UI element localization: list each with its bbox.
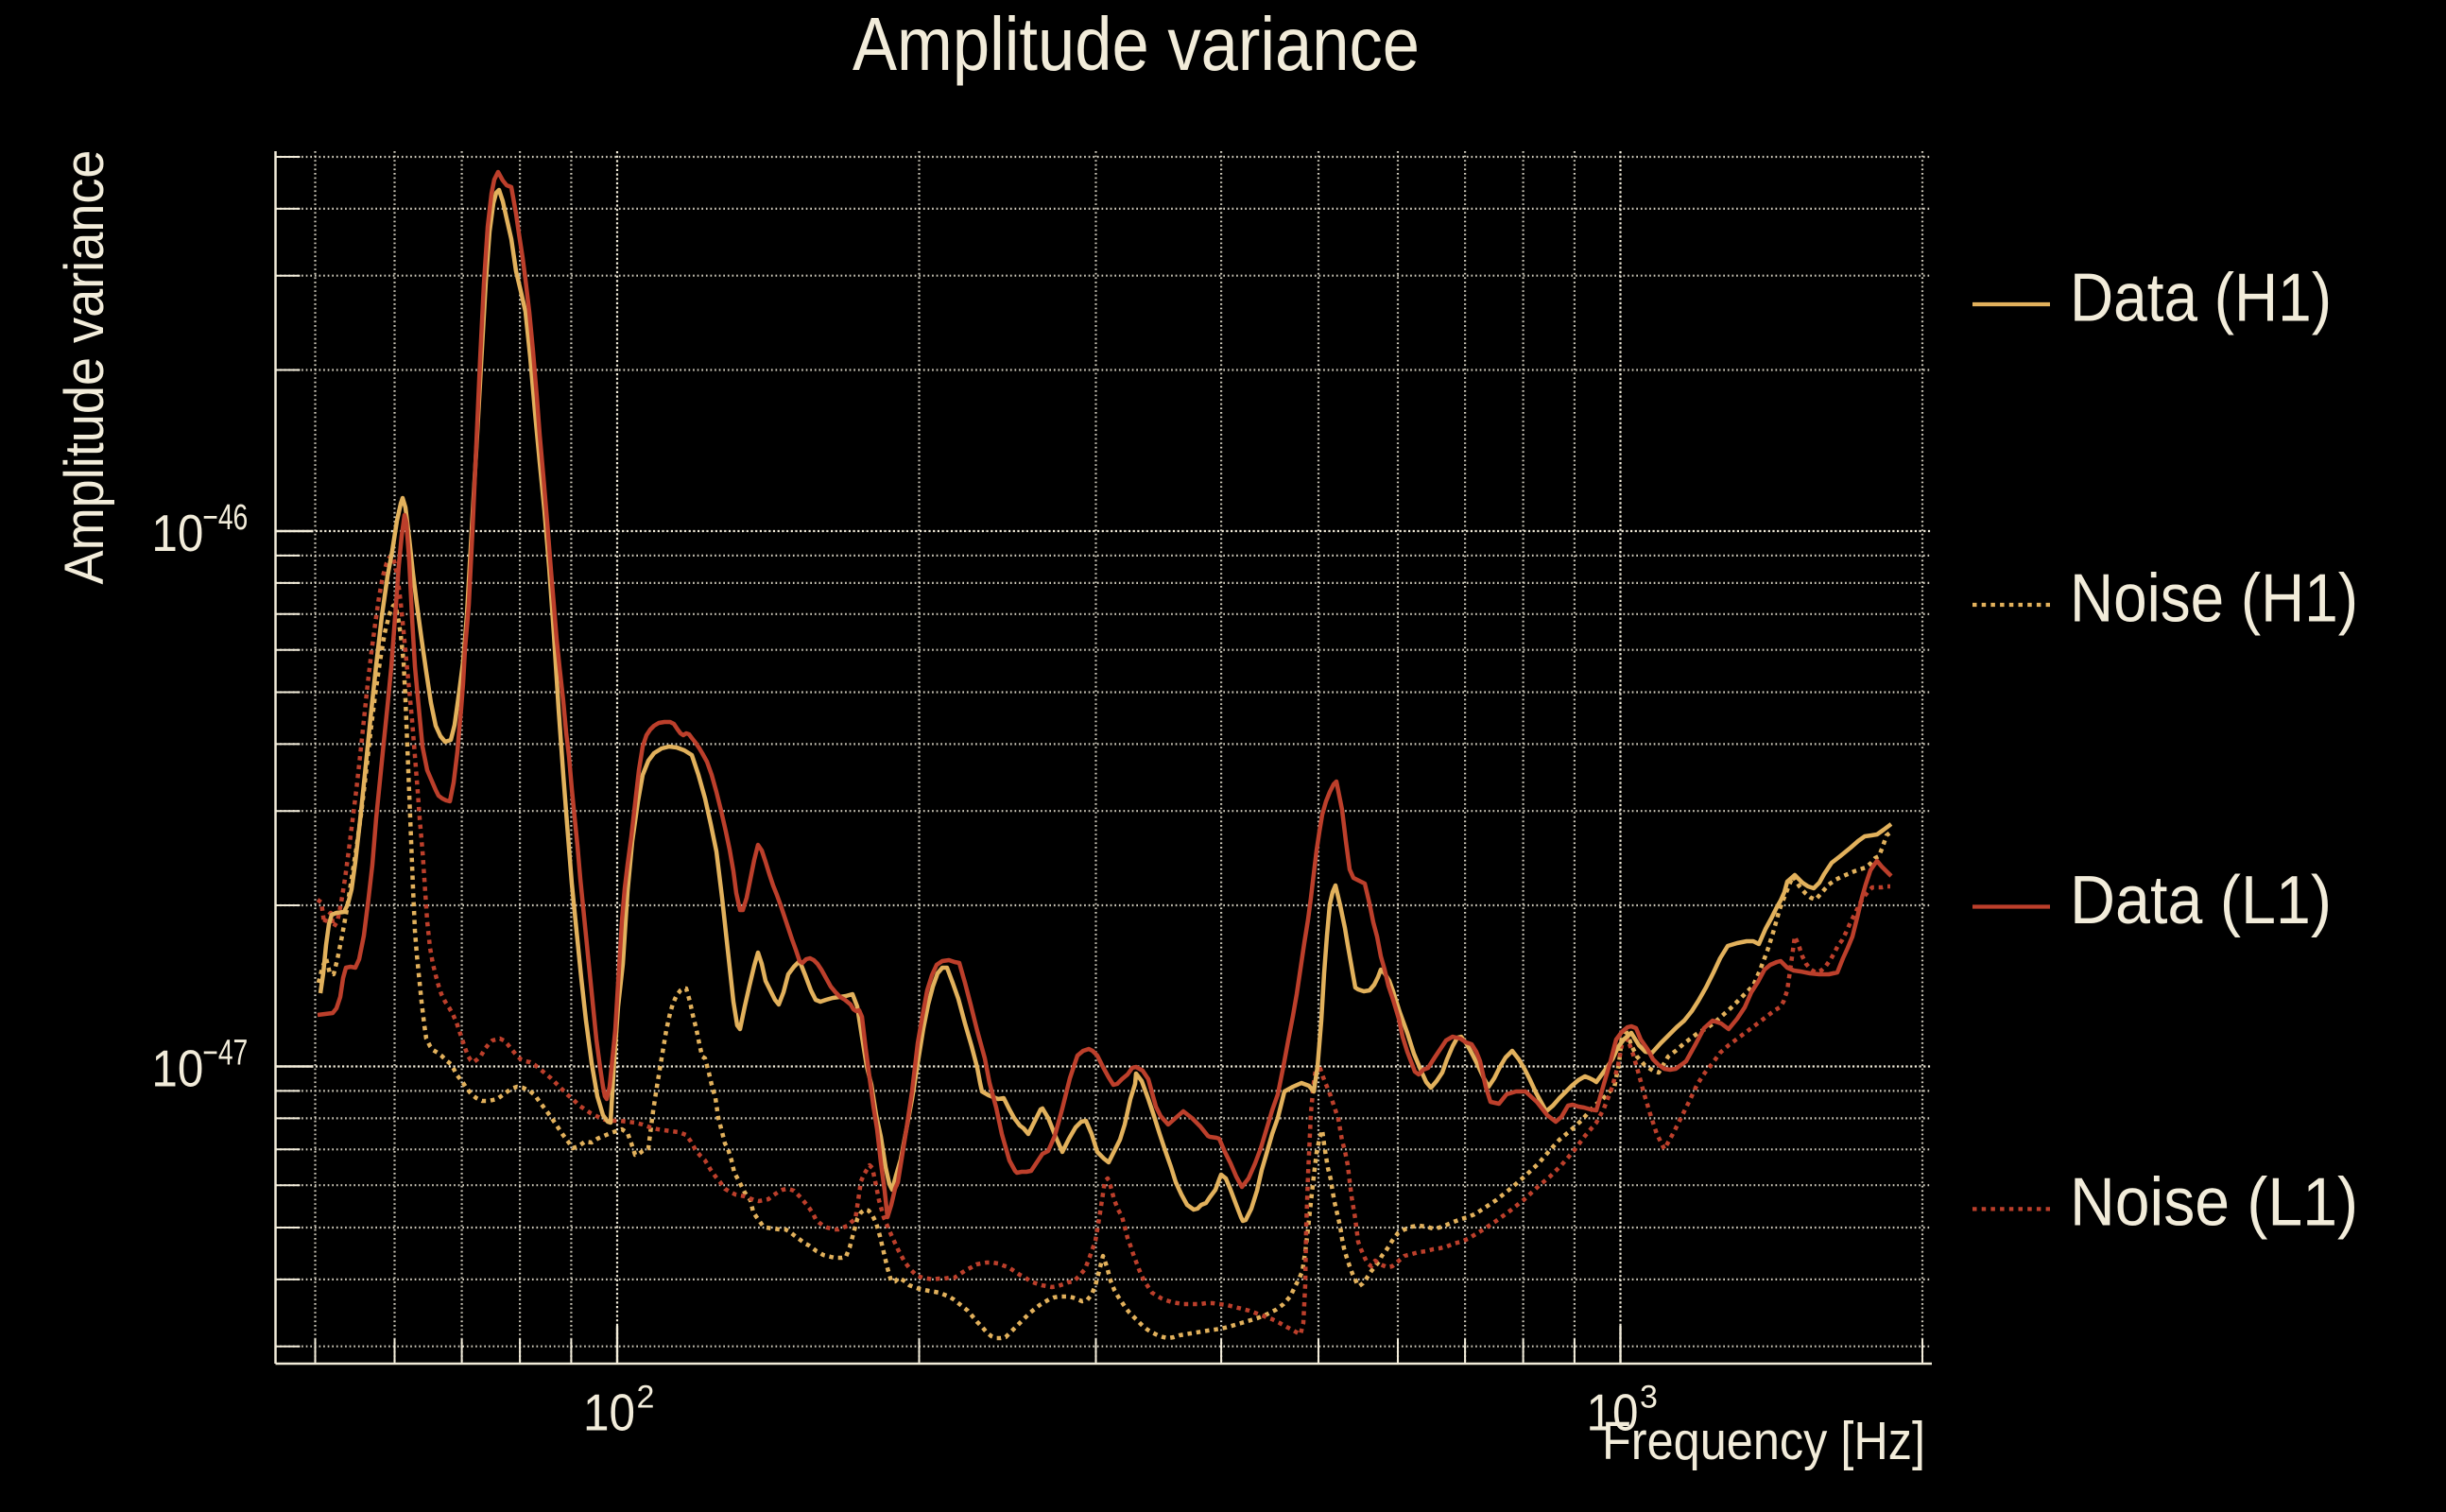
svg-text:Amplitude variance: Amplitude variance xyxy=(54,150,115,585)
svg-text:10: 10 xyxy=(151,504,203,562)
svg-text:Data (H1): Data (H1) xyxy=(2070,260,2332,335)
svg-text:Amplitude variance: Amplitude variance xyxy=(853,2,1420,86)
svg-text:Noise (L1): Noise (L1) xyxy=(2070,1165,2358,1241)
svg-text:10: 10 xyxy=(583,1383,635,1441)
svg-text:−46: −46 xyxy=(202,498,248,538)
svg-text:Noise (H1): Noise (H1) xyxy=(2070,560,2358,636)
svg-text:10: 10 xyxy=(151,1040,203,1098)
svg-text:10: 10 xyxy=(1587,1383,1639,1441)
svg-text:2: 2 xyxy=(637,1380,655,1416)
svg-text:Frequency [Hz]: Frequency [Hz] xyxy=(1602,1411,1925,1471)
svg-text:−47: −47 xyxy=(202,1034,248,1074)
svg-text:Data (L1): Data (L1) xyxy=(2070,863,2332,938)
svg-text:3: 3 xyxy=(1640,1380,1658,1416)
